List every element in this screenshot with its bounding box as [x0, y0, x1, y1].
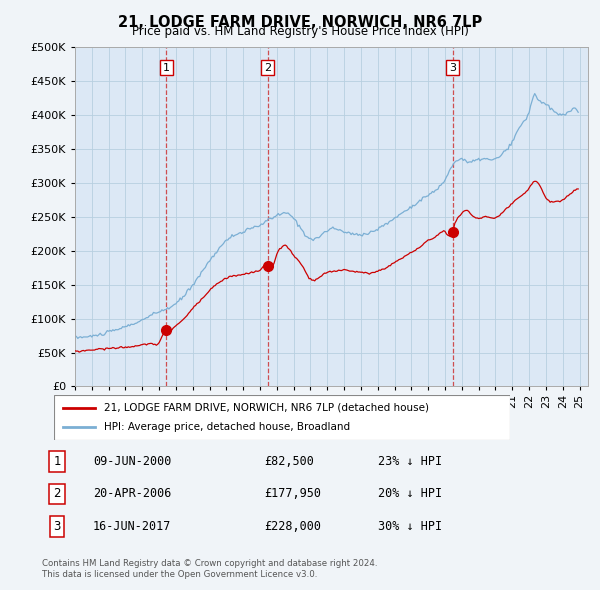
- Text: 30% ↓ HPI: 30% ↓ HPI: [378, 520, 442, 533]
- Text: This data is licensed under the Open Government Licence v3.0.: This data is licensed under the Open Gov…: [42, 571, 317, 579]
- Text: 2: 2: [264, 63, 271, 73]
- Text: 23% ↓ HPI: 23% ↓ HPI: [378, 455, 442, 468]
- Text: 21, LODGE FARM DRIVE, NORWICH, NR6 7LP: 21, LODGE FARM DRIVE, NORWICH, NR6 7LP: [118, 15, 482, 30]
- Text: 1: 1: [163, 63, 170, 73]
- Text: £82,500: £82,500: [264, 455, 314, 468]
- Text: £177,950: £177,950: [264, 487, 321, 500]
- Text: £228,000: £228,000: [264, 520, 321, 533]
- Text: 21, LODGE FARM DRIVE, NORWICH, NR6 7LP (detached house): 21, LODGE FARM DRIVE, NORWICH, NR6 7LP (…: [104, 403, 429, 412]
- Text: 3: 3: [449, 63, 456, 73]
- Text: HPI: Average price, detached house, Broadland: HPI: Average price, detached house, Broa…: [104, 422, 350, 432]
- Text: Price paid vs. HM Land Registry's House Price Index (HPI): Price paid vs. HM Land Registry's House …: [131, 25, 469, 38]
- FancyBboxPatch shape: [54, 395, 510, 440]
- Text: 09-JUN-2000: 09-JUN-2000: [93, 455, 172, 468]
- Text: 3: 3: [53, 520, 61, 533]
- Text: 16-JUN-2017: 16-JUN-2017: [93, 520, 172, 533]
- Text: 1: 1: [53, 455, 61, 468]
- Text: 20-APR-2006: 20-APR-2006: [93, 487, 172, 500]
- Text: 20% ↓ HPI: 20% ↓ HPI: [378, 487, 442, 500]
- Text: Contains HM Land Registry data © Crown copyright and database right 2024.: Contains HM Land Registry data © Crown c…: [42, 559, 377, 568]
- Text: 2: 2: [53, 487, 61, 500]
